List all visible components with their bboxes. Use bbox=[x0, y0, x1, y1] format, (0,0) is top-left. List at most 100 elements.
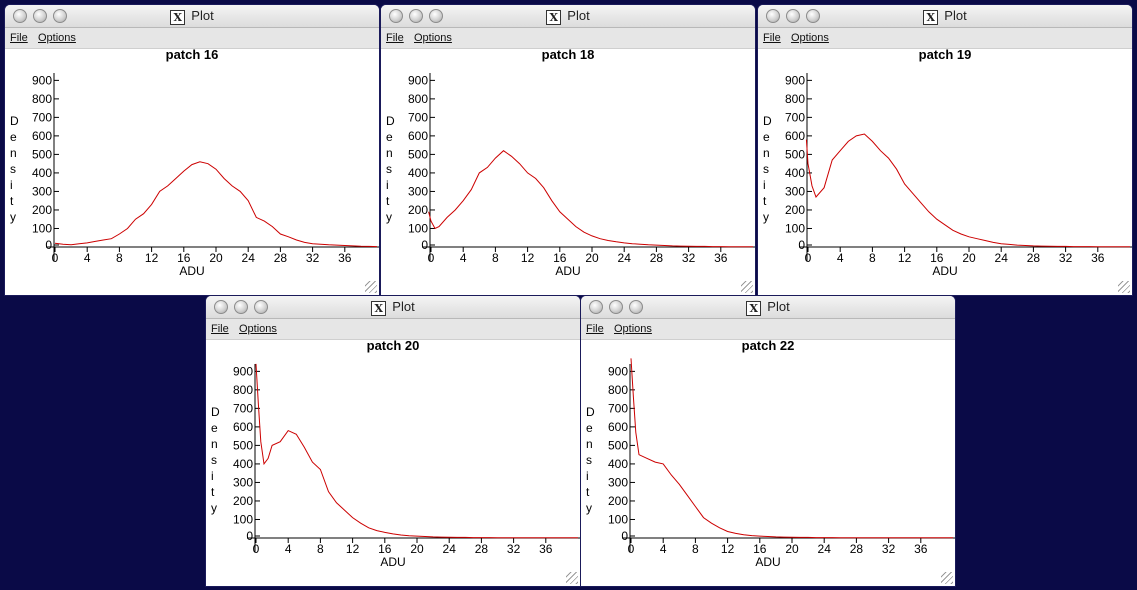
y-tick-label: 0 bbox=[798, 238, 805, 252]
y-tick-label: 200 bbox=[785, 203, 805, 217]
y-tick-label: 300 bbox=[408, 184, 428, 198]
menu-options[interactable]: Options bbox=[414, 32, 452, 44]
resize-grip[interactable] bbox=[941, 572, 953, 584]
y-tick-label: 200 bbox=[408, 203, 428, 217]
x-tick-label: 12 bbox=[346, 542, 360, 556]
plot-window-patch-19[interactable]: X Plot File Options patch 19 0 100 200 300 400 500… bbox=[758, 5, 1132, 295]
y-tick-label: 300 bbox=[233, 475, 253, 489]
y-tick-label: 500 bbox=[32, 147, 52, 161]
zoom-button[interactable] bbox=[429, 9, 443, 23]
chart-title: patch 20 bbox=[367, 338, 420, 353]
y-tick-label: 0 bbox=[621, 529, 628, 543]
close-button[interactable] bbox=[589, 300, 603, 314]
minimize-button[interactable] bbox=[234, 300, 248, 314]
window-title-wrap: X Plot bbox=[381, 8, 755, 25]
y-tick-label: 900 bbox=[408, 73, 428, 87]
plot-window-patch-16[interactable]: X Plot File Options patch 16 0 100 200 300 400 500… bbox=[5, 5, 379, 295]
resize-grip[interactable] bbox=[741, 281, 753, 293]
plot-window-patch-20[interactable]: X Plot File Options patch 20 0 100 200 300 400 500… bbox=[206, 296, 580, 586]
close-button[interactable] bbox=[214, 300, 228, 314]
x-tick-label: 4 bbox=[660, 542, 667, 556]
x-tick-label: 32 bbox=[1059, 251, 1073, 265]
minimize-button[interactable] bbox=[609, 300, 623, 314]
menu-options[interactable]: Options bbox=[791, 32, 829, 44]
density-plot: patch 18 0 100 200 300 400 500 600 700 800 900 0 4 8 1… bbox=[386, 47, 755, 278]
x-tick-label: 32 bbox=[306, 251, 320, 265]
y-tick-label: 400 bbox=[608, 457, 628, 471]
menu-file[interactable]: File bbox=[211, 323, 229, 335]
window-title: Plot bbox=[567, 8, 590, 23]
menu-options[interactable]: Options bbox=[38, 32, 76, 44]
title-bar[interactable]: X Plot bbox=[5, 5, 379, 28]
y-tick-label: 300 bbox=[32, 184, 52, 198]
y-tick-label: 800 bbox=[608, 383, 628, 397]
x-tick-label: 36 bbox=[539, 542, 553, 556]
y-tick-label: 100 bbox=[785, 221, 805, 235]
density-curve bbox=[54, 161, 378, 248]
minimize-button[interactable] bbox=[409, 9, 423, 23]
y-tick-label: 600 bbox=[408, 129, 428, 143]
x-tick-label: 24 bbox=[995, 251, 1009, 265]
x-tick-label: 32 bbox=[882, 542, 896, 556]
y-tick-label: 500 bbox=[233, 438, 253, 452]
y-tick-label: 600 bbox=[785, 129, 805, 143]
zoom-button[interactable] bbox=[53, 9, 67, 23]
x11-icon: X bbox=[170, 10, 186, 25]
menu-file[interactable]: File bbox=[386, 32, 404, 44]
title-bar[interactable]: X Plot bbox=[581, 296, 955, 319]
window-title: Plot bbox=[767, 299, 790, 314]
y-tick-label: 800 bbox=[785, 92, 805, 106]
x-axis-label: ADU bbox=[179, 264, 204, 278]
close-button[interactable] bbox=[389, 9, 403, 23]
zoom-button[interactable] bbox=[629, 300, 643, 314]
menu-file-label: File bbox=[586, 323, 604, 335]
menu-options[interactable]: Options bbox=[614, 323, 652, 335]
chart-title: patch 16 bbox=[166, 47, 219, 62]
x-tick-label: 4 bbox=[460, 251, 467, 265]
resize-grip[interactable] bbox=[1118, 281, 1130, 293]
x-tick-label: 0 bbox=[253, 542, 260, 556]
menu-bar: File Options bbox=[5, 28, 379, 49]
title-bar[interactable]: X Plot bbox=[206, 296, 580, 319]
x-tick-label: 36 bbox=[338, 251, 352, 265]
zoom-button[interactable] bbox=[254, 300, 268, 314]
window-title: Plot bbox=[191, 8, 214, 23]
menu-options[interactable]: Options bbox=[239, 323, 277, 335]
y-tick-label: 0 bbox=[421, 238, 428, 252]
x-tick-label: 12 bbox=[898, 251, 912, 265]
close-button[interactable] bbox=[766, 9, 780, 23]
resize-grip[interactable] bbox=[365, 281, 377, 293]
chart-title: patch 18 bbox=[542, 47, 595, 62]
x-tick-label: 20 bbox=[585, 251, 599, 265]
plot-window-patch-22[interactable]: X Plot File Options patch 22 0 100 200 300 400 500… bbox=[581, 296, 955, 586]
minimize-button[interactable] bbox=[33, 9, 47, 23]
zoom-button[interactable] bbox=[806, 9, 820, 23]
minimize-button[interactable] bbox=[786, 9, 800, 23]
y-tick-label: 800 bbox=[32, 92, 52, 106]
x-tick-label: 0 bbox=[52, 251, 59, 265]
plot-window-patch-18[interactable]: X Plot File Options patch 18 0 100 200 300 400 500… bbox=[381, 5, 755, 295]
menu-file-label: File bbox=[763, 32, 781, 44]
title-bar[interactable]: X Plot bbox=[381, 5, 755, 28]
y-tick-label: 600 bbox=[233, 420, 253, 434]
resize-grip[interactable] bbox=[566, 572, 578, 584]
menu-file[interactable]: File bbox=[586, 323, 604, 335]
x-axis-label: ADU bbox=[555, 264, 580, 278]
menu-options-label: Options bbox=[414, 32, 452, 44]
x11-icon: X bbox=[923, 10, 939, 25]
menu-bar: File Options bbox=[206, 319, 580, 340]
x-tick-label: 0 bbox=[428, 251, 435, 265]
x-axis-label: ADU bbox=[380, 555, 405, 569]
x-tick-label: 20 bbox=[962, 251, 976, 265]
density-curve bbox=[255, 363, 578, 539]
menu-file[interactable]: File bbox=[763, 32, 781, 44]
x-tick-label: 24 bbox=[618, 251, 632, 265]
title-bar[interactable]: X Plot bbox=[758, 5, 1132, 28]
y-tick-label: 300 bbox=[608, 475, 628, 489]
close-button[interactable] bbox=[13, 9, 27, 23]
y-tick-label: 500 bbox=[608, 438, 628, 452]
y-tick-label: 900 bbox=[608, 364, 628, 378]
menu-file[interactable]: File bbox=[10, 32, 28, 44]
